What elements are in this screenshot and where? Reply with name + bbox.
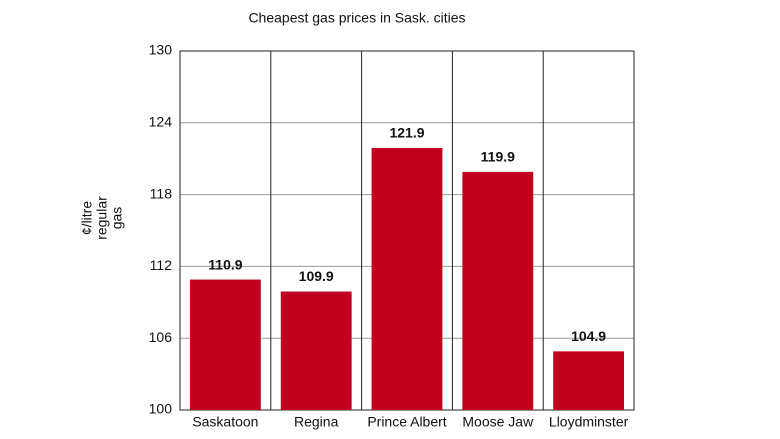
x-tick-label: Moose Jaw (462, 414, 534, 430)
y-tick-label: 118 (150, 185, 173, 201)
y-tick-label: 112 (150, 257, 173, 273)
value-label: 109.9 (299, 268, 334, 284)
value-label: 104.9 (571, 328, 606, 344)
value-label: 121.9 (389, 125, 424, 141)
y-tick-label: 124 (149, 114, 173, 130)
y-axis-label: ¢/litre regular gas (79, 196, 125, 240)
x-tick-label: Saskatoon (192, 414, 258, 430)
x-tick-label: Prince Albert (367, 414, 446, 430)
x-tick-label: Regina (294, 414, 339, 430)
y-tick-label: 130 (149, 42, 173, 58)
bar (462, 171, 534, 410)
x-tick-label: Lloydminster (549, 414, 629, 430)
value-label: 119.9 (481, 149, 515, 165)
y-axis-label-line: regular (94, 196, 110, 240)
chart-title: Cheapest gas prices in Sask. cities (248, 10, 465, 26)
y-axis-label-line: gas (109, 207, 125, 230)
y-tick-label: 106 (149, 329, 173, 345)
bar (189, 279, 261, 410)
value-label: 110.9 (208, 256, 242, 272)
bar (371, 147, 443, 410)
y-axis-label-line: ¢/litre (79, 201, 95, 235)
bar (553, 351, 625, 410)
bar (280, 291, 352, 410)
y-tick-label: 100 (149, 401, 173, 417)
